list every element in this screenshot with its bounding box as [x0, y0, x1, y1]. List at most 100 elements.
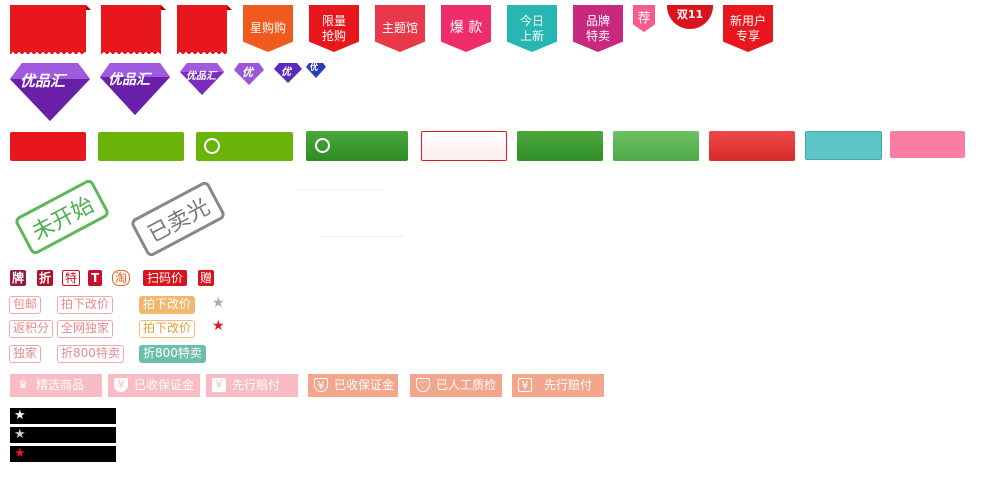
green-button[interactable]	[98, 132, 184, 161]
red-gradient-button[interactable]	[709, 131, 795, 161]
deposit-badge-2: ¥ 已收保证金	[308, 374, 398, 397]
zhe-tag-label: 折	[39, 271, 52, 285]
deposit-badge-1: ¥ 已收保证金	[108, 374, 200, 397]
you-diamond-1	[234, 63, 264, 85]
double11-badge: 双11	[667, 5, 713, 29]
teal-button[interactable]	[805, 131, 882, 160]
free-shipping-tag: 包邮	[9, 296, 42, 314]
outline-red-button[interactable]	[421, 131, 507, 161]
ribbon-xinggou-label: 星购购	[249, 21, 286, 35]
ribbon-brand-line1: 品牌	[585, 13, 610, 28]
red-ribbon-tag-1	[10, 5, 91, 54]
ribbon-brand-sale: 品牌 特卖	[573, 5, 623, 52]
star-grey-icon[interactable]: ★	[212, 295, 225, 311]
reprice-label-2: 拍下改价	[143, 321, 192, 335]
dark-green-alarm-button[interactable]	[306, 131, 408, 161]
reprice-tag-1: 拍下改价	[57, 296, 114, 314]
green-alarm-button[interactable]	[196, 132, 293, 161]
exclusive-tag: 独家	[9, 345, 42, 363]
you-diamond-3-label: 优	[310, 63, 318, 72]
you-diamond-1-label: 优	[242, 66, 253, 79]
divider-line	[320, 236, 403, 237]
shield-icon: ¥	[114, 378, 128, 392]
green-gradient-button[interactable]	[517, 131, 603, 161]
reprice-label-1: 拍下改价	[61, 297, 110, 311]
zhe800-tag: 折800特卖	[57, 345, 124, 363]
red-ribbon-tag-2	[101, 5, 166, 54]
ribbon-theme-hall: 主题馆	[375, 5, 425, 52]
red-ribbon-tag-3	[177, 5, 232, 54]
ribbon-hot-label: 爆 款	[449, 20, 483, 36]
ribbon-newuser-line1: 新用户	[729, 13, 766, 28]
black-bar-grey-star: ★	[10, 427, 116, 443]
tmall-tag-label: T	[91, 271, 100, 285]
scan-price-tag: 扫码价	[143, 270, 188, 286]
deposit-label-1: 已收保证金	[134, 378, 195, 392]
reprice-tag-2: 拍下改价	[139, 320, 196, 338]
points-back-label: 返积分	[13, 321, 50, 335]
zhe800-label: 折800特卖	[61, 346, 120, 360]
ribbon-recommend: 荐	[633, 5, 655, 32]
zhe800-filled-label: 折800特卖	[143, 346, 202, 360]
pai-tag-label: 牌	[12, 271, 25, 285]
ribbon-brand-line2: 特卖	[585, 28, 610, 43]
quality-check-badge: ♡ 已人工质检	[410, 374, 502, 397]
red-button[interactable]	[10, 132, 86, 161]
youpinhui-diamond-large-label: 优品汇	[20, 72, 66, 90]
ribbon-hot: 爆 款	[441, 5, 491, 52]
pink-button[interactable]	[890, 131, 965, 158]
scan-price-label: 扫码价	[147, 271, 184, 285]
star-white-icon: ★	[14, 408, 26, 423]
shield-icon: ¥	[314, 378, 328, 392]
not-started-stamp: 未开始	[13, 177, 111, 257]
selected-goods-label: 精选商品	[36, 378, 85, 392]
taobao-tag: 淘	[112, 270, 131, 286]
exclusive-label: 独家	[13, 346, 38, 360]
gift-tag: 赠	[198, 270, 215, 286]
compensation-label-2: 先行赔付	[544, 378, 593, 392]
black-bar-white-star: ★	[10, 408, 116, 424]
youpinhui-diamond-small	[180, 63, 224, 95]
you-diamond-2-label: 优	[281, 67, 291, 78]
you-diamond-3	[306, 63, 326, 78]
reprice-tag-filled: 拍下改价	[139, 296, 196, 314]
alarm-clock-icon	[315, 138, 330, 153]
te-tag-label: 特	[65, 271, 78, 285]
sold-out-label: 已卖光	[144, 194, 215, 248]
reprice-label-filled: 拍下改价	[143, 297, 192, 311]
ribbon-newuser-line2: 专享	[735, 28, 760, 43]
ribbon-limited-line2: 抢购	[321, 28, 346, 43]
zhe800-filled-tag: 折800特卖	[139, 345, 206, 363]
divider-line	[298, 189, 381, 190]
selected-goods-badge: ♛ 精选商品	[10, 374, 102, 397]
double11-label: 双11	[676, 8, 704, 21]
light-green-button[interactable]	[613, 131, 699, 161]
alarm-clock-icon	[204, 138, 220, 154]
briefcase-icon: ¥	[212, 378, 226, 392]
black-bar-red-star: ★	[10, 446, 116, 462]
exclusive-all-web-label: 全网独家	[61, 321, 110, 335]
gift-tag-label: 赠	[200, 271, 213, 285]
exclusive-all-web-tag: 全网独家	[57, 320, 114, 338]
pai-tag: 牌	[10, 270, 27, 286]
taobao-tag-label: 淘	[115, 271, 128, 285]
compensation-badge-1: ¥ 先行赔付	[206, 374, 298, 397]
youpinhui-diamond-medium-label: 优品汇	[108, 72, 150, 88]
wallet-icon: ¥	[518, 378, 532, 392]
compensation-badge-2: ¥ 先行赔付	[512, 374, 604, 397]
ribbon-limited-buy: 限量 抢购	[309, 5, 359, 52]
heart-shield-icon: ♡	[416, 378, 430, 392]
ribbon-new-line2: 上新	[519, 28, 544, 43]
star-red-icon[interactable]: ★	[212, 318, 225, 334]
free-shipping-label: 包邮	[13, 297, 38, 311]
sold-out-stamp: 已卖光	[129, 179, 227, 259]
zhe-tag: 折	[37, 270, 54, 286]
points-back-tag: 返积分	[9, 320, 54, 338]
youpinhui-diamond-large	[10, 63, 90, 121]
compensation-label-1: 先行赔付	[232, 378, 281, 392]
you-diamond-2	[274, 63, 302, 83]
deposit-label-2: 已收保证金	[334, 378, 395, 392]
ribbon-new-user: 新用户 专享	[723, 5, 773, 52]
crown-icon: ♛	[18, 378, 28, 391]
ribbon-new-today: 今日 上新	[507, 5, 557, 52]
